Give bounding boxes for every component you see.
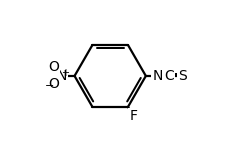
Text: C: C xyxy=(164,69,174,83)
Text: +: + xyxy=(61,68,69,78)
Text: N: N xyxy=(152,69,163,83)
Text: F: F xyxy=(130,109,137,123)
Text: S: S xyxy=(178,69,187,83)
Text: −: − xyxy=(45,81,54,91)
Text: O: O xyxy=(48,78,59,91)
Text: O: O xyxy=(48,60,59,74)
Text: N: N xyxy=(57,69,67,83)
